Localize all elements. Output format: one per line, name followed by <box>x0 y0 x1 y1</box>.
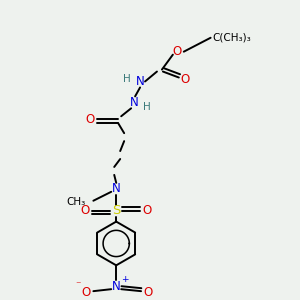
Text: N: N <box>136 75 144 88</box>
Text: O: O <box>180 73 189 86</box>
Text: O: O <box>142 204 152 217</box>
Text: +: + <box>122 275 129 284</box>
Text: S: S <box>112 204 120 217</box>
Text: O: O <box>82 286 91 299</box>
Text: CH₃: CH₃ <box>66 197 85 207</box>
Text: O: O <box>86 113 95 126</box>
Text: ⁻: ⁻ <box>76 280 81 290</box>
Text: H: H <box>123 74 131 83</box>
Text: N: N <box>112 182 121 195</box>
Text: N: N <box>112 280 121 293</box>
Text: N: N <box>130 96 139 109</box>
Text: O: O <box>143 286 153 299</box>
Text: C(CH₃)₃: C(CH₃)₃ <box>213 33 251 43</box>
Text: O: O <box>172 45 182 58</box>
Text: H: H <box>143 102 151 112</box>
Text: O: O <box>81 204 90 217</box>
